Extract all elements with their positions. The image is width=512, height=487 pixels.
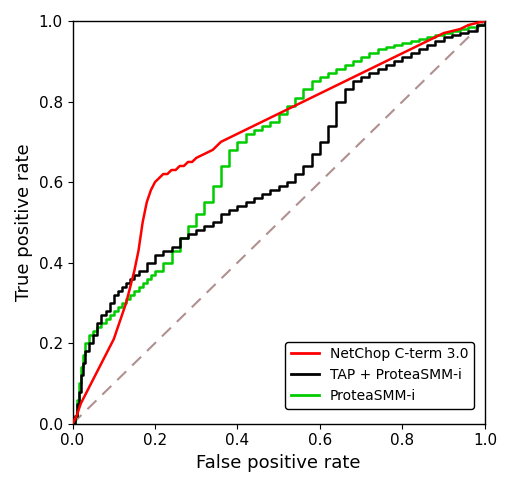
X-axis label: False positive rate: False positive rate <box>197 454 361 472</box>
Legend: NetChop C-term 3.0, TAP + ProteaSMM-i, ProteaSMM-i: NetChop C-term 3.0, TAP + ProteaSMM-i, P… <box>285 342 474 409</box>
Y-axis label: True positive rate: True positive rate <box>15 144 33 301</box>
